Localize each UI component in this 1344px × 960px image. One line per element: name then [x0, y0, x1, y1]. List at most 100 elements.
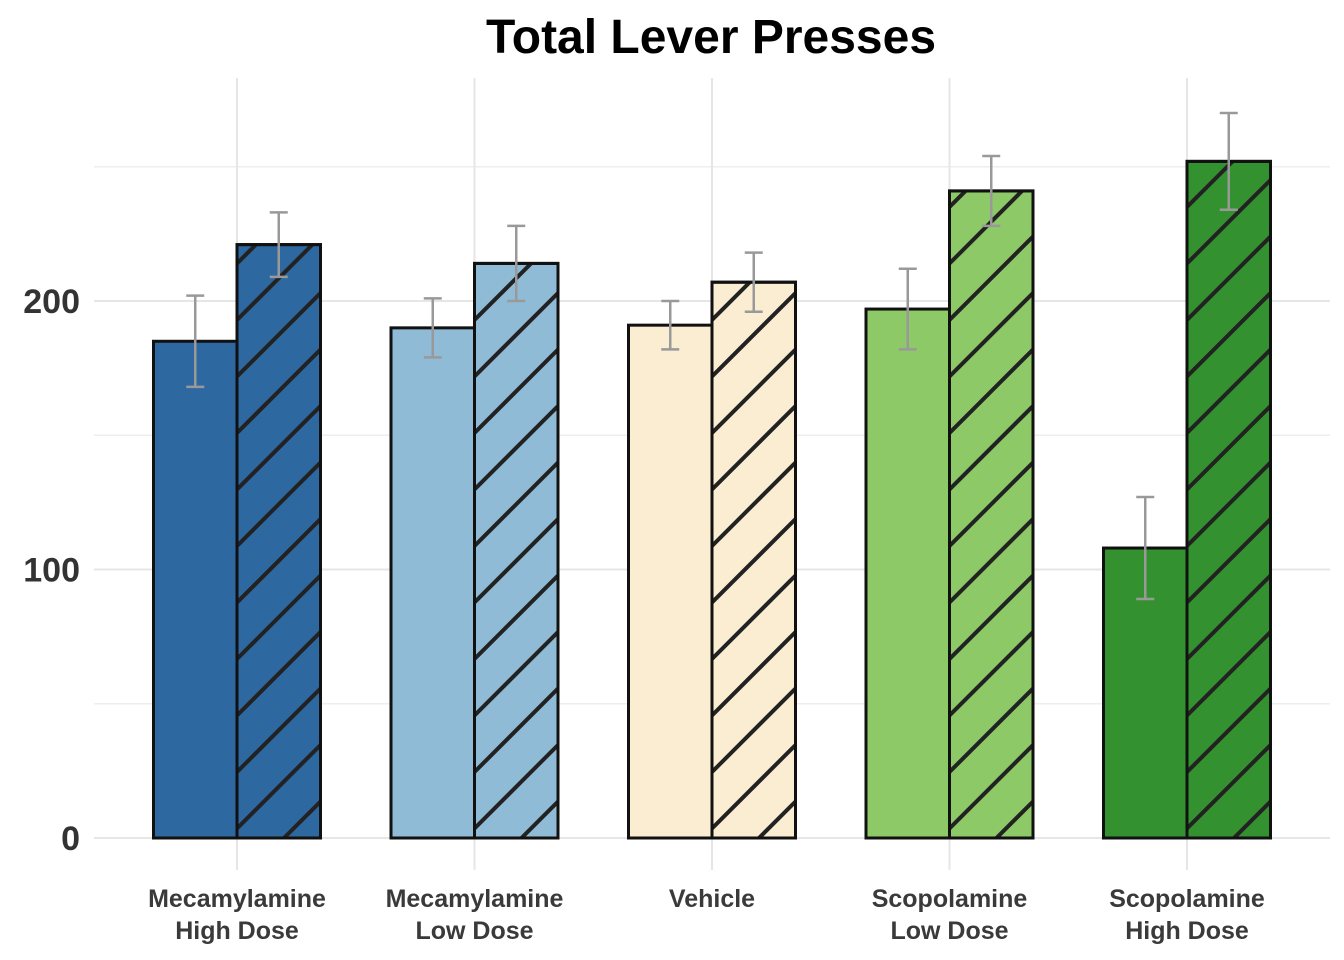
error-bar: [744, 251, 763, 313]
bar-group: [864, 307, 951, 840]
bar-group: [152, 339, 239, 840]
y-tick-label: 100: [23, 552, 80, 590]
x-tick-label-line: High Dose: [175, 917, 299, 945]
error-bar: [1136, 495, 1155, 601]
hatch-line: [1231, 800, 1271, 838]
hatch-line: [237, 687, 321, 774]
hatch-line: [518, 800, 558, 839]
hatch-pattern: [1187, 11, 1271, 838]
hatch-line: [949, 743, 1033, 830]
hatch-line: [237, 461, 321, 548]
hatch-line: [237, 348, 321, 435]
x-tick-label: Scopolamine High Dose: [1109, 885, 1265, 945]
hatch-pattern: [949, 11, 1034, 839]
x-tick-label-line: Scopolamine: [1109, 885, 1265, 913]
hatch-line: [1187, 235, 1271, 322]
hatch-line: [474, 517, 558, 604]
bar-hatched: [235, 243, 322, 840]
hatch-line: [949, 517, 1033, 604]
hatch-line: [712, 124, 796, 208]
hatch-line: [474, 348, 558, 435]
hatch-line: [712, 180, 796, 264]
hatch-line: [712, 574, 796, 661]
hatch-line: [712, 348, 796, 435]
hatch-line: [950, 67, 1034, 151]
hatch-line: [1187, 574, 1271, 661]
hatch-line: [949, 291, 1033, 378]
bar-solid: [627, 323, 714, 840]
bar-hatched: [948, 189, 1035, 840]
bar-group: [710, 124, 797, 840]
hatch-line: [1187, 461, 1271, 548]
x-tick-label-line: Mecamylamine: [386, 885, 564, 913]
hatch-line: [712, 743, 796, 830]
hatch-line: [237, 574, 321, 661]
error-bar: [186, 294, 205, 389]
x-tick-label-line: Vehicle: [669, 885, 755, 913]
hatch-line: [949, 630, 1033, 717]
hatch-line: [1187, 743, 1271, 830]
hatch-line: [712, 630, 796, 717]
error-bar: [898, 267, 917, 351]
bar-group: [389, 326, 476, 840]
hatch-line: [474, 291, 558, 378]
hatch-line: [1187, 348, 1271, 435]
hatch-pattern: [474, 124, 559, 839]
hatch-line: [1187, 11, 1271, 95]
hatch-line: [474, 461, 558, 548]
error-bar: [507, 224, 526, 303]
x-tick-label-line: Low Dose: [415, 917, 533, 945]
bar-hatched: [473, 261, 560, 840]
hatch-line: [474, 743, 558, 830]
error-bar: [269, 211, 288, 279]
hatch-line: [237, 517, 321, 604]
hatch-line: [475, 124, 559, 208]
bar-hatched: [1185, 159, 1272, 840]
bar-group: [948, 11, 1035, 840]
hatch-line: [474, 630, 558, 717]
x-tick-label-line: Low Dose: [890, 917, 1008, 945]
x-axis-ticks: Mecamylamine High Dose Mecamylamine Low Dos…: [148, 885, 1265, 945]
hatch-line: [712, 461, 796, 548]
bars: [152, 11, 1272, 840]
hatch-line: [1187, 687, 1271, 774]
bar-solid: [389, 326, 476, 840]
hatch-line: [949, 348, 1033, 435]
error-bar: [661, 299, 680, 351]
error-bars: [186, 111, 1238, 601]
error-bar: [1219, 111, 1238, 211]
hatch-line: [1187, 291, 1271, 378]
hatch-line: [950, 11, 1034, 95]
hatch-line: [949, 574, 1033, 661]
y-tick-label: 200: [23, 283, 80, 321]
x-tick-label: Scopolamine Low Dose: [872, 885, 1028, 945]
hatch-pattern: [712, 124, 796, 838]
hatch-line: [237, 630, 321, 717]
hatch-line: [712, 282, 753, 322]
hatch-line: [1187, 517, 1271, 604]
hatch-line: [712, 687, 796, 774]
x-tick-label-line: High Dose: [1125, 917, 1249, 945]
hatch-line: [237, 291, 321, 378]
x-tick-label: Mecamylamine Low Dose: [386, 885, 564, 945]
hatch-line: [1187, 178, 1271, 265]
bar-group: [627, 323, 714, 840]
bar-solid: [864, 307, 951, 840]
hatch-line: [237, 404, 321, 491]
hatch-line: [949, 687, 1033, 774]
hatch-line: [993, 800, 1033, 839]
hatch-line: [949, 461, 1033, 548]
hatch-line: [474, 687, 558, 774]
hatch-line: [1187, 404, 1271, 491]
x-tick-label: Vehicle: [669, 885, 755, 913]
bar-group: [235, 243, 322, 840]
bar-group: [473, 124, 560, 840]
hatch-line: [474, 574, 558, 661]
x-tick-label: Mecamylamine High Dose: [148, 885, 326, 945]
hatch-line: [281, 800, 321, 839]
hatch-line: [712, 291, 796, 378]
hatch-line: [949, 404, 1033, 491]
hatch-line: [949, 190, 969, 209]
hatch-line: [756, 800, 796, 838]
